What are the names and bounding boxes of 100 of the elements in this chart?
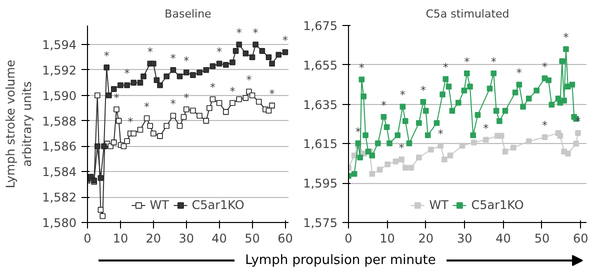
point <box>464 70 470 76</box>
point <box>516 82 522 88</box>
point <box>398 156 404 162</box>
annotation: * <box>542 119 548 132</box>
y-tick-label: 1,582 <box>42 190 77 205</box>
point <box>502 148 508 154</box>
point <box>561 98 567 104</box>
annotation: * <box>438 128 444 141</box>
point <box>140 73 146 80</box>
point <box>461 88 468 94</box>
point <box>402 164 408 171</box>
x-tick-label: 0 <box>344 232 352 246</box>
point <box>114 106 120 112</box>
point <box>269 60 275 67</box>
point <box>384 161 390 168</box>
annotation: * <box>184 91 190 104</box>
x-tick-label: 50 <box>244 232 260 246</box>
annotation: * <box>216 46 223 59</box>
annotation: * <box>516 66 522 80</box>
point <box>502 108 508 114</box>
point <box>459 142 466 149</box>
annotation: * <box>170 52 176 65</box>
point <box>402 118 408 124</box>
legend-label: WT <box>150 198 170 212</box>
chart-title: Baseline <box>164 8 212 20</box>
point <box>94 92 100 98</box>
point <box>355 140 362 146</box>
point <box>106 92 112 98</box>
point <box>386 140 392 146</box>
point <box>380 114 387 120</box>
annotation: * <box>114 91 120 104</box>
point <box>150 60 156 67</box>
point <box>242 95 249 101</box>
point <box>256 98 262 105</box>
annotation: * <box>563 31 570 44</box>
point <box>137 126 144 133</box>
point <box>269 102 275 108</box>
point <box>110 140 117 146</box>
point <box>157 133 163 139</box>
point <box>490 70 497 76</box>
annotation: * <box>246 74 252 87</box>
point <box>276 52 282 58</box>
annotation: * <box>483 122 490 135</box>
point <box>362 132 368 138</box>
y-tick-label: 1,615 <box>303 137 338 152</box>
point <box>230 59 236 66</box>
point <box>456 100 462 106</box>
point <box>542 134 548 140</box>
point <box>440 92 446 98</box>
point <box>470 132 476 138</box>
point <box>447 152 454 158</box>
point <box>130 130 137 136</box>
point <box>100 213 106 220</box>
point <box>157 82 163 88</box>
point <box>482 136 489 143</box>
x-tick-label: 0 <box>84 232 92 246</box>
point <box>98 175 104 181</box>
point <box>392 158 399 164</box>
x-tick-label: 60 <box>573 232 588 246</box>
point <box>512 90 518 96</box>
point <box>183 106 190 112</box>
point <box>124 138 130 144</box>
point <box>216 60 222 67</box>
legend-label: WT <box>429 198 450 212</box>
point <box>176 73 183 80</box>
point <box>569 82 576 88</box>
point <box>196 112 202 119</box>
point <box>147 123 154 129</box>
point <box>563 46 569 52</box>
point <box>420 99 426 105</box>
annotation: * <box>144 100 150 114</box>
y-tick-label: 1,590 <box>42 88 77 103</box>
point <box>534 88 540 94</box>
point <box>493 108 500 114</box>
point <box>369 152 376 158</box>
point <box>203 118 210 124</box>
point <box>416 154 422 160</box>
annotation: * <box>252 26 259 40</box>
point <box>526 138 532 144</box>
point <box>548 102 555 108</box>
point <box>416 120 422 126</box>
point <box>170 112 176 119</box>
point <box>242 50 249 56</box>
point <box>467 84 473 90</box>
annotation: * <box>282 34 288 48</box>
point <box>559 58 566 64</box>
point <box>190 108 196 114</box>
annotation: * <box>104 49 110 62</box>
point <box>442 156 448 162</box>
annotation: * <box>210 81 216 94</box>
point <box>206 105 212 112</box>
annotation: * <box>230 85 236 98</box>
legend-label: C5ar1KO <box>471 198 524 212</box>
point <box>446 84 452 90</box>
point <box>486 86 493 92</box>
y-tick-label: 1,586 <box>42 140 77 154</box>
point <box>470 140 477 146</box>
y-tick-label: 1,594 <box>42 38 77 52</box>
point <box>573 140 579 147</box>
point <box>575 130 581 136</box>
